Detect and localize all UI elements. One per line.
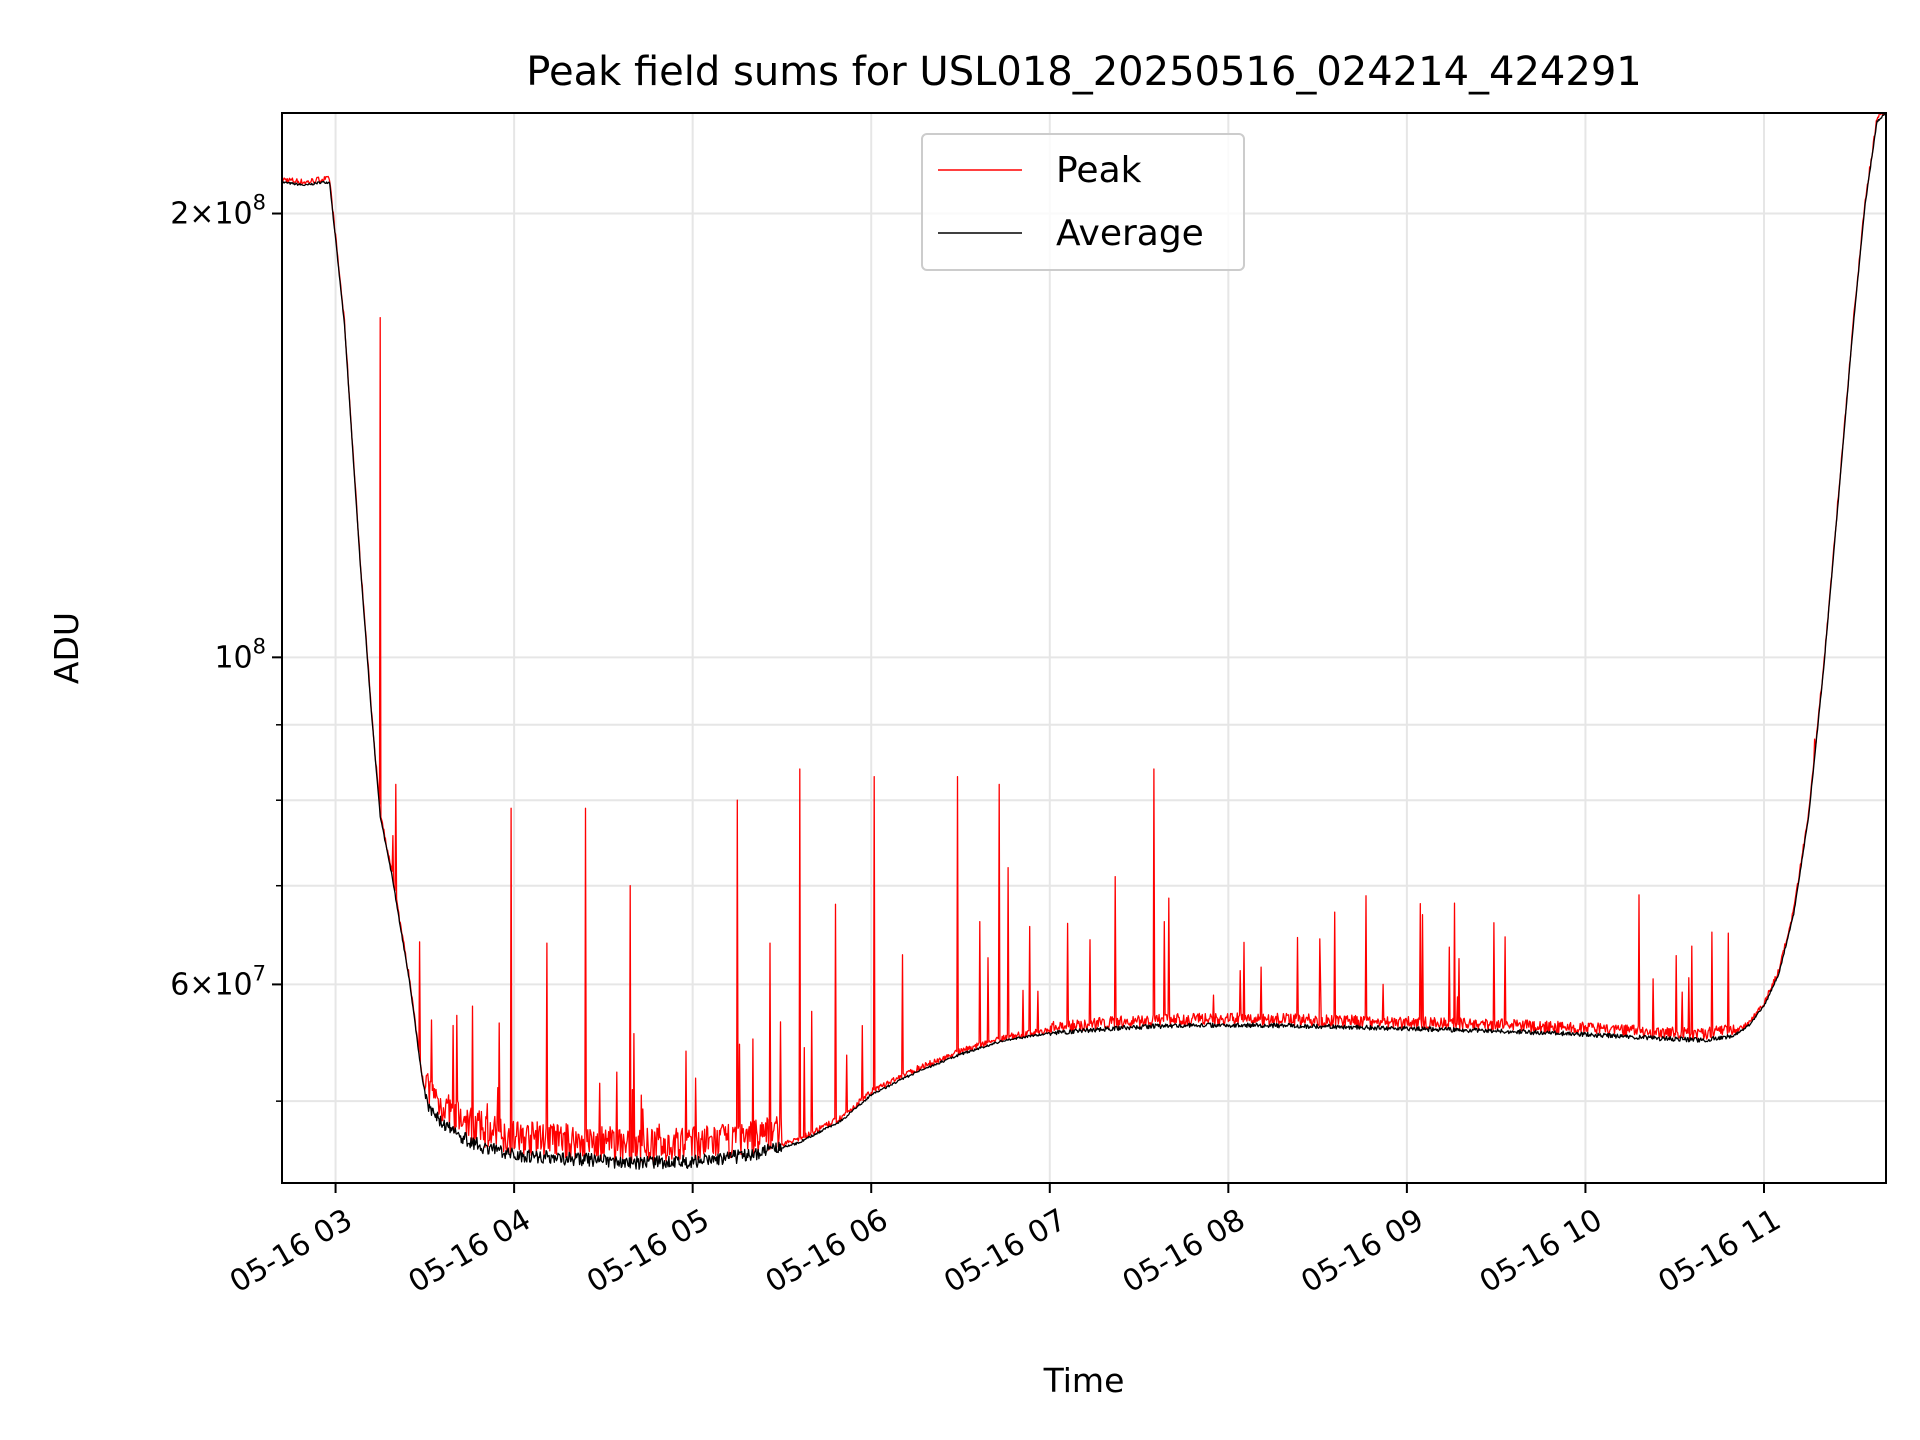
legend-box [921,133,1245,271]
y-tick-label: 108 [214,634,266,675]
legend-average-label: Average [1056,213,1204,254]
x-axis-label: Time [1043,1361,1125,1400]
y-tick-label: 2×108 [170,191,266,232]
chart-title: Peak field sums for USL018_20250516_0242… [526,49,1641,95]
y-axis-label: ADU [47,612,86,684]
series-layer [281,112,1887,1170]
legend: Peak Average [921,133,1245,271]
y-tick-label: 6×107 [170,961,266,1002]
legend-peak-label: Peak [1056,150,1142,191]
peak-series-line [281,112,1887,1163]
plot-area-frame [281,112,1887,1184]
average-series-line [281,112,1887,1170]
